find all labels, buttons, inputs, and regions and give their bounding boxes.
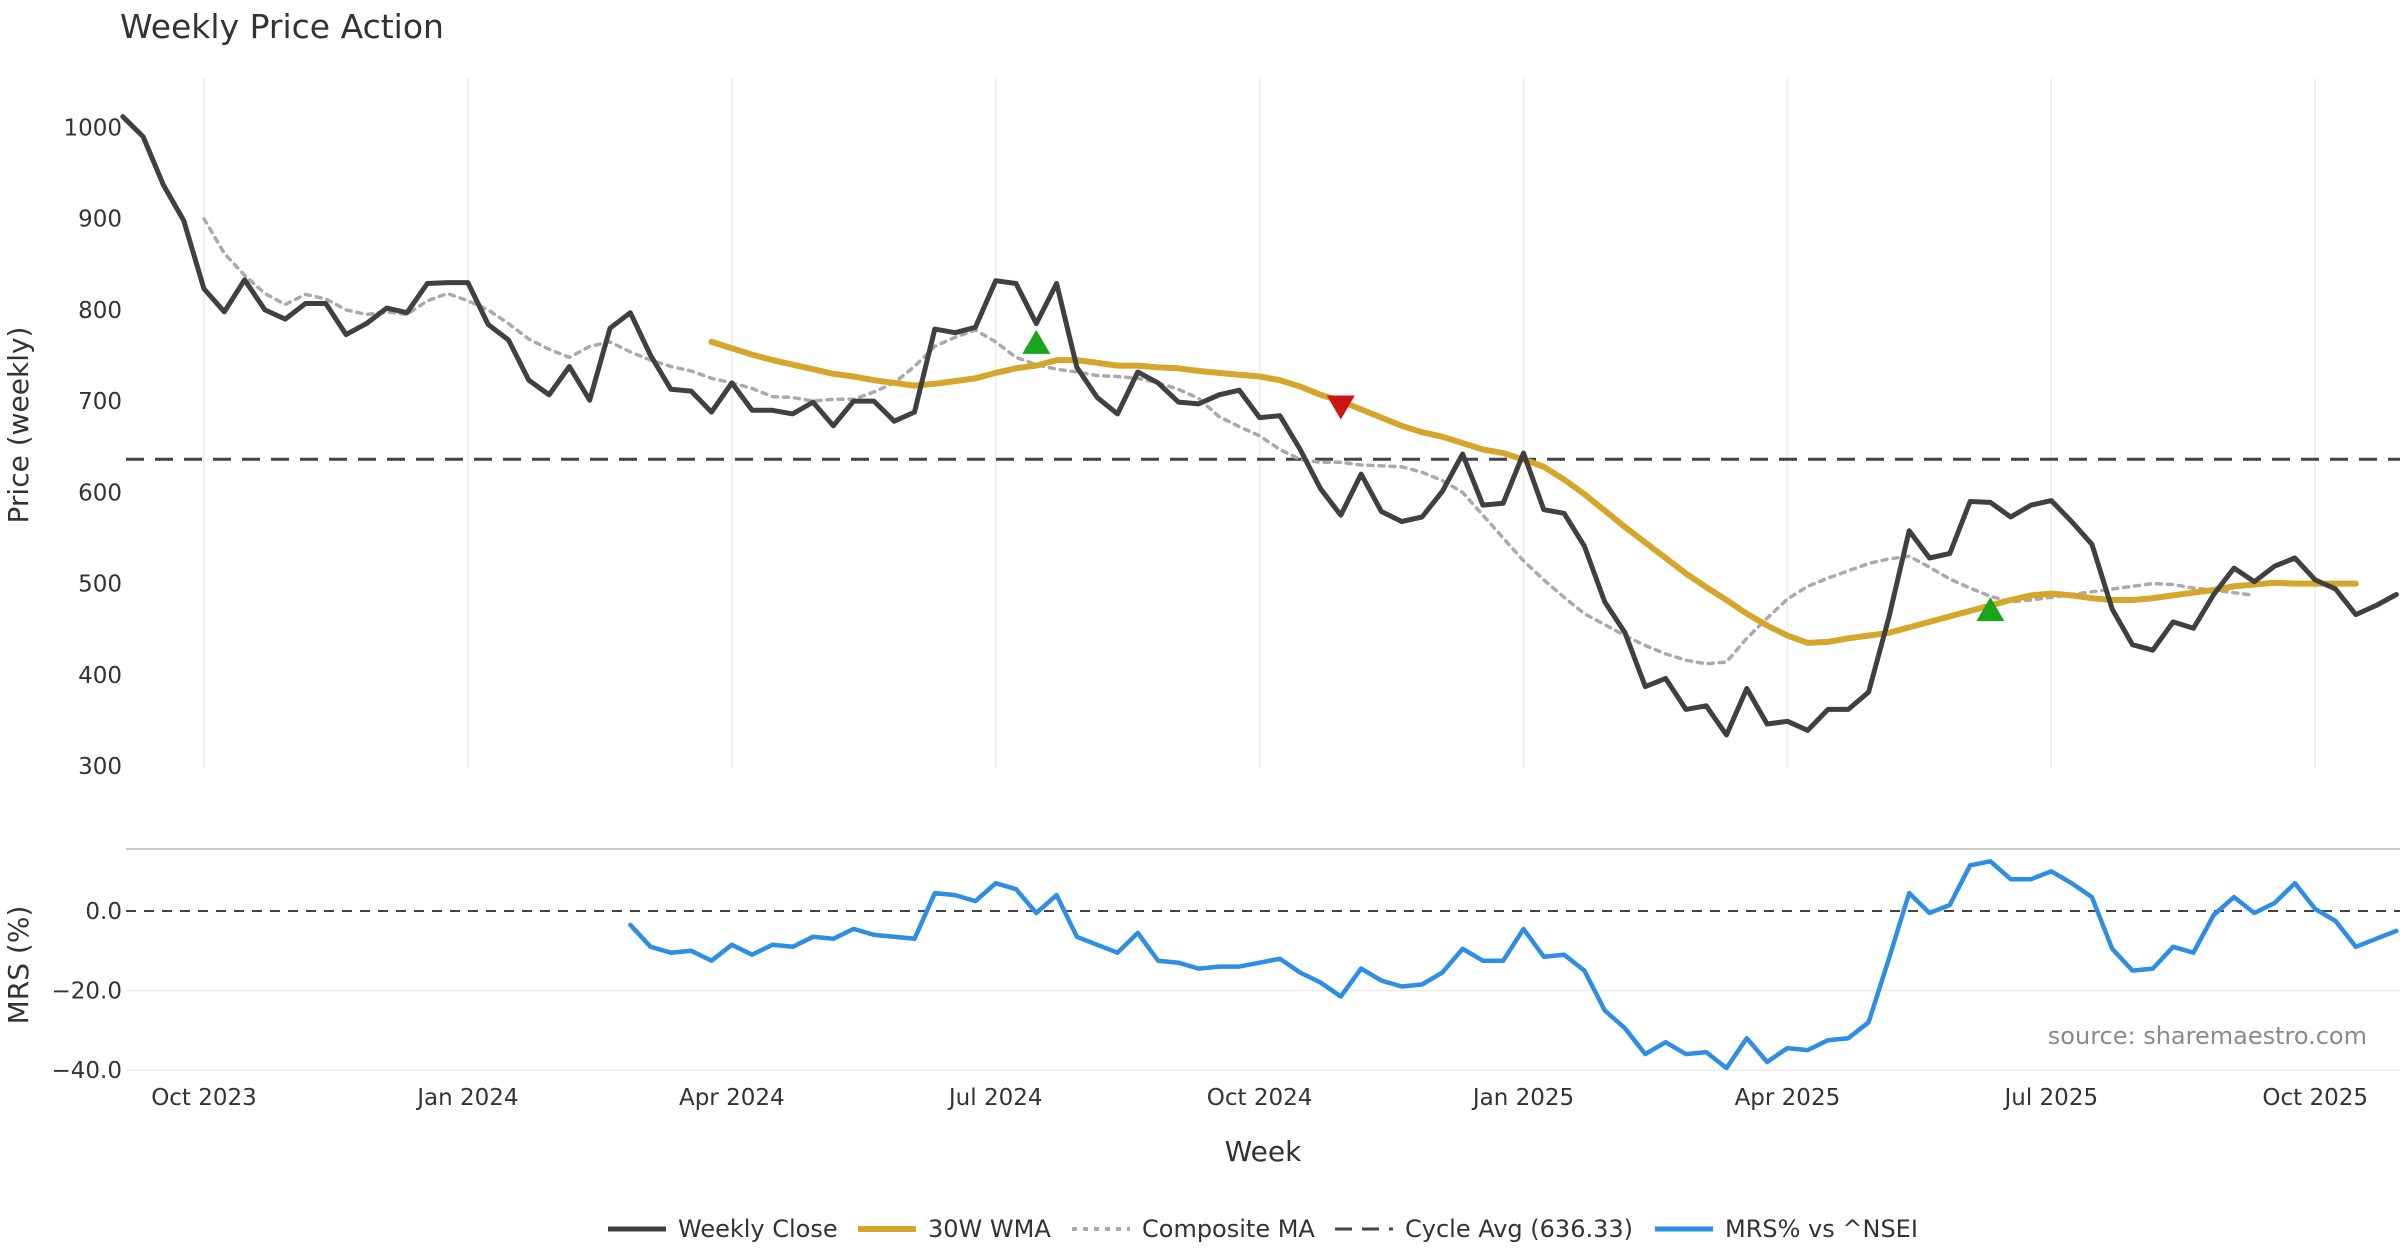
sell-signal-marker — [1326, 395, 1355, 420]
x-tick-label: Jul 2025 — [2002, 1085, 2098, 1111]
x-axis-label: Week — [1225, 1135, 1302, 1168]
price-tick-label: 400 — [78, 663, 122, 689]
price-tick-label: 700 — [78, 389, 122, 415]
series-mrs — [628, 859, 2399, 1071]
x-tick-label: Jan 2024 — [415, 1085, 518, 1111]
x-tick-label: Apr 2024 — [679, 1085, 785, 1111]
x-tick-label: Oct 2023 — [151, 1085, 257, 1111]
signal-markers — [1022, 329, 2005, 622]
legend-label-30w-wma: 30W WMA — [928, 1215, 1051, 1243]
buy-signal-marker — [1022, 329, 1051, 354]
x-tick-label: Oct 2025 — [2262, 1085, 2368, 1111]
legend-label-weekly-close: Weekly Close — [678, 1215, 838, 1243]
x-tick-label: Oct 2024 — [1207, 1085, 1313, 1111]
mrs-tick-label: 0.0 — [85, 899, 122, 925]
legend-label-composite-ma: Composite MA — [1142, 1215, 1315, 1243]
price-axis-ticks: 1000 900 800 700 600 500 400 300 — [63, 116, 122, 781]
price-tick-label: 300 — [78, 754, 122, 780]
x-axis-ticks: Oct 2023 Jan 2024 Apr 2024 Jul 2024 Oct 2024… — [151, 1085, 2368, 1111]
mrs-axis-ticks: 0.0 −20.0 −40.0 — [52, 899, 122, 1084]
x-tick-label: Apr 2025 — [1735, 1085, 1841, 1111]
x-gridlines — [203, 78, 2316, 768]
x-tick-label: Jul 2024 — [947, 1085, 1043, 1111]
mrs-axis-label: MRS (%) — [2, 906, 35, 1025]
mrs-gridlines — [126, 989, 2400, 1071]
legend-label-cycle-avg: Cycle Avg (636.33) — [1405, 1215, 1633, 1243]
price-tick-label: 900 — [78, 207, 122, 233]
mrs-tick-label: −40.0 — [52, 1058, 122, 1084]
price-axis-label: Price (weekly) — [2, 327, 35, 524]
series-weekly-close — [120, 114, 2399, 738]
price-tick-label: 500 — [78, 572, 122, 598]
legend: Weekly Close 30W WMA Composite MA Cycle … — [608, 1215, 1918, 1243]
source-credit: source: sharemaestro.com — [2048, 1022, 2367, 1050]
series-30w-wma — [708, 338, 2359, 646]
price-tick-label: 600 — [78, 480, 122, 506]
mrs-tick-label: −20.0 — [52, 979, 122, 1005]
x-tick-label: Jan 2025 — [1471, 1085, 1574, 1111]
chart-title: Weekly Price Action — [120, 7, 444, 46]
price-tick-label: 800 — [78, 298, 122, 324]
legend-label-mrs: MRS% vs ^NSEI — [1725, 1215, 1918, 1243]
series-layer — [120, 114, 2399, 1071]
buy-signal-marker — [1976, 597, 2005, 622]
series-composite-ma — [202, 216, 2257, 666]
price-tick-label: 1000 — [63, 116, 122, 142]
